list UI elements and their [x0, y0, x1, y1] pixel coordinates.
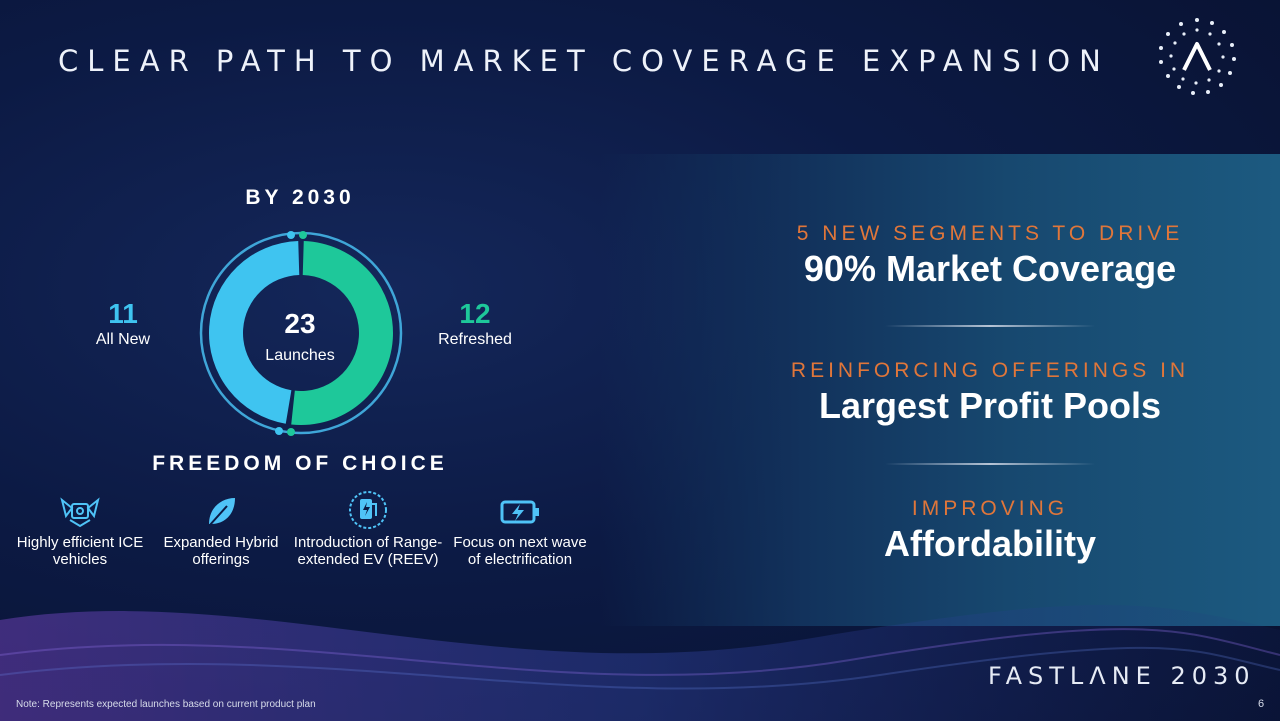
- slide-title: CLEAR PATH TO MARKET COVERAGE EXPANSION: [58, 44, 1110, 78]
- segment-affordability: IMPROVING Affordability: [700, 497, 1280, 567]
- feature-label: Introduction of Range-extended EV (REEV): [293, 534, 443, 568]
- segment-kicker: IMPROVING: [911, 497, 1069, 520]
- segment-headline: Largest Profit Pools: [818, 385, 1162, 426]
- donut-segment-refreshed: [291, 241, 393, 425]
- feature-ice-vehicles: Highly efficient ICE vehicles: [5, 494, 155, 568]
- segment-kicker: REINFORCING OFFERINGS IN: [790, 359, 1190, 382]
- ev-charger-icon: [349, 491, 387, 529]
- donut-marker-dot: [275, 427, 283, 435]
- donut-marker-dot: [287, 231, 295, 239]
- launches-donut-chart: [199, 231, 403, 436]
- decorative-wave: [0, 605, 1280, 721]
- feature-label: Expanded Hybrid offerings: [163, 534, 279, 568]
- refreshed-value: 12: [459, 298, 491, 329]
- feature-label: Focus on next wave of electrification: [453, 534, 587, 568]
- divider-line: [885, 325, 1095, 327]
- launches-total-value: 23: [284, 308, 316, 339]
- launches-total-label-wrap: Launches: [250, 346, 350, 366]
- segment-headline: 90% Market Coverage: [803, 248, 1177, 289]
- refreshed-stat: 12 Refreshed: [425, 298, 525, 350]
- company-logo-icon: [1159, 18, 1236, 95]
- all-new-stat: 11 All New: [78, 298, 168, 350]
- donut-marker-dot: [287, 428, 295, 436]
- page-number: 6: [1258, 698, 1265, 710]
- freedom-of-choice-heading: FREEDOM OF CHOICE: [152, 452, 448, 475]
- brand-wordmark: FASTLΛNE 2030: [988, 662, 1256, 690]
- all-new-value: 11: [108, 298, 138, 329]
- donut-marker-dot: [299, 231, 307, 239]
- right-panel-background: [600, 154, 1280, 626]
- segment-profit-pools: REINFORCING OFFERINGS IN Largest Profit …: [700, 359, 1280, 429]
- refreshed-label: Refreshed: [438, 331, 512, 348]
- footnote: Note: Represents expected launches based…: [16, 699, 316, 710]
- all-new-label: All New: [95, 331, 151, 348]
- donut-segment-all-new: [208, 241, 300, 424]
- feature-hybrid: Expanded Hybrid offerings: [146, 494, 296, 568]
- engine-icon: [60, 497, 100, 528]
- launches-total: 23: [275, 308, 325, 340]
- segment-kicker: 5 NEW SEGMENTS TO DRIVE: [796, 222, 1184, 245]
- segment-headline: Affordability: [884, 523, 1096, 564]
- leaf-icon: [208, 498, 235, 527]
- feature-electrification: Focus on next wave of electrification: [445, 494, 595, 568]
- launches-heading: BY 2030: [245, 186, 355, 209]
- segment-market-coverage: 5 NEW SEGMENTS TO DRIVE 90% Market Cover…: [700, 222, 1280, 292]
- feature-label: Highly efficient ICE vehicles: [16, 534, 144, 568]
- launches-total-label: Launches: [265, 347, 335, 364]
- divider-line: [885, 463, 1095, 465]
- feature-reev: Introduction of Range-extended EV (REEV): [293, 490, 443, 568]
- battery-charge-icon: [500, 500, 539, 524]
